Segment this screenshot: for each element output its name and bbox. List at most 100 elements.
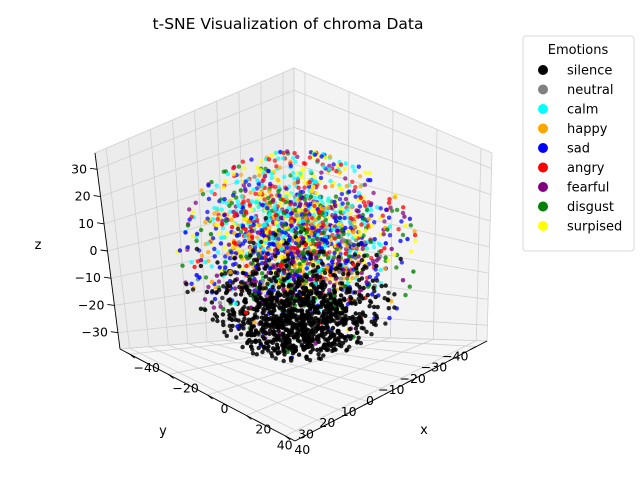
y-tick-label: −10 [378,382,404,397]
point-silence [363,313,368,318]
point-silence [315,324,320,329]
point-angry [301,161,307,166]
point-silence [282,293,287,298]
point-calm [222,235,227,240]
point-sad [222,212,227,218]
point-silence [240,285,245,290]
point-surpised [363,170,368,175]
point-fearful [211,305,217,310]
point-silence [345,289,351,294]
point-disgust [298,192,303,197]
point-calm [374,205,380,210]
point-happy [352,224,358,230]
point-disgust [266,195,271,201]
point-calm [215,206,220,211]
point-disgust [326,256,331,261]
point-fearful [226,242,232,247]
point-silence [298,303,303,308]
point-angry [249,234,255,239]
point-fearful [298,195,303,201]
point-silence [340,340,346,346]
point-disgust [233,195,239,200]
point-surpised [363,228,368,233]
point-angry [232,213,237,219]
point-silence [352,252,358,257]
point-disgust [295,269,300,274]
point-surpised [342,166,347,171]
point-silence [229,317,235,323]
point-silence [250,272,256,277]
point-surpised [190,233,195,239]
point-disgust [200,192,206,197]
point-silence [256,345,261,351]
point-sad [268,181,273,187]
point-silence [310,311,315,316]
point-silence [273,253,278,259]
point-silence [243,285,248,290]
point-silence [357,311,362,317]
point-fearful [262,174,268,179]
point-silence [252,314,258,319]
point-silence [354,330,360,336]
point-sad [387,315,392,321]
point-sad [266,251,271,257]
point-happy [267,247,272,252]
point-silence [383,321,388,326]
point-silence [250,248,256,253]
point-silence [346,271,351,277]
point-silence [328,269,333,274]
point-happy [321,206,326,211]
z-tick-label: −30 [82,325,108,340]
point-silence [275,273,280,278]
point-angry [387,197,392,202]
point-calm [312,195,318,201]
point-fearful [382,219,387,224]
point-silence [220,319,226,324]
point-sad [300,236,306,241]
point-disgust [302,197,307,202]
point-disgust [229,200,234,206]
point-surpised [214,222,219,228]
point-fearful [371,190,376,196]
point-sad [359,241,364,247]
point-silence [360,296,365,301]
point-silence [281,358,286,364]
point-silence [258,341,263,346]
point-angry [246,198,251,203]
point-silence [284,275,290,281]
point-sad [353,194,358,199]
point-fearful [243,188,248,193]
point-silence [242,297,248,302]
point-fearful [381,232,386,237]
point-silence [263,216,268,221]
point-happy [231,230,237,236]
point-silence [316,284,321,289]
point-silence [273,232,278,237]
point-happy [229,217,234,223]
point-silence [215,318,220,324]
point-surpised [311,208,316,213]
point-fearful [285,149,290,154]
point-sad [266,168,271,174]
point-sad [276,236,281,242]
point-happy [252,320,257,325]
point-fearful [282,270,287,275]
point-silence [281,283,286,289]
point-calm [215,250,221,255]
point-surpised [242,166,247,171]
point-angry [351,262,356,267]
point-silence [300,278,305,283]
legend-marker [538,162,548,173]
point-fearful [314,255,319,261]
point-sad [222,197,227,202]
y-tick [320,423,328,428]
point-happy [199,188,204,193]
point-silence [319,329,325,334]
point-fearful [202,297,208,302]
point-silence [335,322,340,327]
point-sad [217,265,222,270]
point-silence [374,263,379,269]
point-angry [240,159,245,164]
point-silence [240,306,245,312]
